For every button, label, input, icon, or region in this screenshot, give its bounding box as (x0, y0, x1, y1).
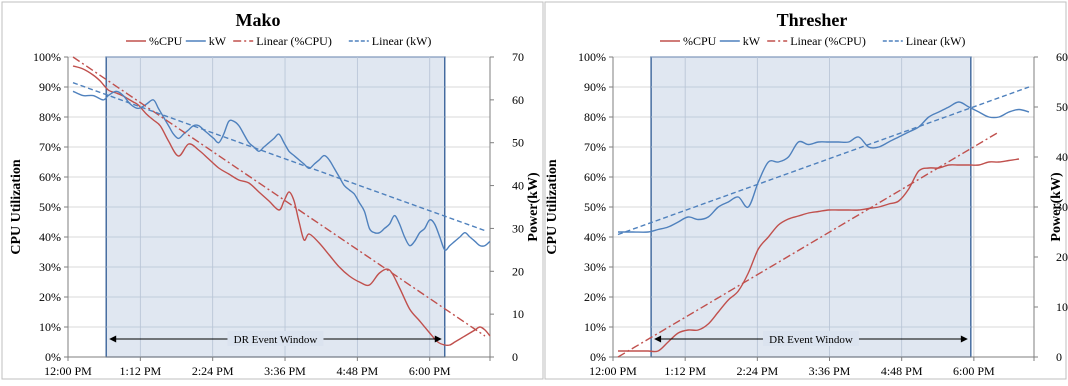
series-line-kw (617, 101, 1030, 233)
y-tick-label: 60% (584, 170, 606, 184)
chart-panel-1: 0% 10% 20% 30% 40% 50% 60% 70% 80% 90% 100% 0 10 20 30… (1, 1, 544, 380)
y2-axis-title: Power(kW) (1049, 172, 1064, 242)
y-axis-title: CPU Utilization (545, 159, 560, 254)
y-tick-label: 10% (584, 320, 606, 334)
event-window-arrowhead-right (960, 335, 968, 343)
chart-panel-2: 0% 10% 20% 30% 40% 50% 60% 70% 80% 90% 100% 0 10 20 30… (544, 1, 1068, 380)
event-window-label: DR Event Window (234, 334, 318, 346)
y-tick-label: 100% (578, 50, 606, 64)
y-tick-label: 80% (584, 110, 606, 124)
y-tick-label: 50% (584, 200, 606, 214)
series-line-linear-kw- (72, 82, 486, 232)
series-line--cpu (72, 65, 491, 347)
y2-tick-label: 0 (1056, 350, 1062, 364)
y2-tick-label: 40 (512, 179, 524, 193)
x-tick-label: 2:24 PM (192, 364, 234, 378)
y2-tick-label: 0 (512, 350, 518, 364)
legend-label: %CPU (683, 34, 717, 48)
y2-tick-label: 10 (1056, 300, 1068, 314)
y2-tick-label: 20 (1056, 250, 1068, 264)
y-tick-label: 10% (39, 320, 61, 334)
x-tick-label: 1:12 PM (664, 364, 706, 378)
chart-frame (1, 1, 544, 380)
chart-frame (544, 1, 1067, 380)
y-tick-label: 100% (33, 50, 61, 64)
x-tick-label: 3:36 PM (809, 364, 851, 378)
legend-label: Linear (kW) (906, 34, 966, 48)
event-window-label-bg (227, 331, 324, 346)
event-window-arrowhead-left (654, 335, 662, 343)
legend-label: kW (743, 34, 761, 48)
x-tick-label: 12:00 PM (44, 364, 92, 378)
y-tick-label: 40% (584, 230, 606, 244)
y-tick-label: 20% (584, 290, 606, 304)
series-line-kw (72, 90, 491, 251)
x-tick-label: 2:24 PM (736, 364, 778, 378)
y-tick-label: 50% (39, 200, 61, 214)
y-axis-title: CPU Utilization (9, 159, 24, 254)
series-line-linear-kw- (617, 86, 1030, 236)
y2-axis-title: Power(kW) (526, 172, 541, 242)
y2-tick-label: 60 (1056, 50, 1068, 64)
y-tick-label: 70% (584, 140, 606, 154)
y-tick-label: 20% (39, 290, 61, 304)
event-window-arrowhead-left (109, 335, 117, 343)
y2-tick-label: 50 (1056, 100, 1068, 114)
x-tick-label: 1:12 PM (119, 364, 161, 378)
legend-label: Linear (kW) (372, 34, 432, 48)
y-tick-label: 40% (39, 230, 61, 244)
y-tick-label: 90% (584, 80, 606, 94)
y2-tick-label: 50 (512, 136, 524, 150)
legend-label: Linear (%CPU) (256, 34, 332, 48)
series-line--cpu (617, 158, 1020, 353)
y2-tick-label: 70 (512, 50, 524, 64)
series-line-linear-cpu- (617, 131, 1000, 358)
event-window-label: DR Event Window (769, 334, 853, 346)
x-tick-label: 12:00 PM (589, 364, 637, 378)
y-tick-label: 70% (39, 140, 61, 154)
chart-title: Thresher (777, 10, 848, 30)
y2-tick-label: 60 (512, 93, 524, 107)
y-tick-label: 60% (39, 170, 61, 184)
x-tick-label: 6:00 PM (953, 364, 995, 378)
y2-tick-label: 30 (1056, 200, 1068, 214)
y-tick-label: 90% (39, 80, 61, 94)
series-line-linear-cpu- (72, 56, 486, 337)
legend-label: Linear (%CPU) (790, 34, 866, 48)
x-tick-label: 4:48 PM (337, 364, 379, 378)
y-tick-label: 30% (39, 260, 61, 274)
event-window-label-bg (762, 331, 859, 346)
y-tick-label: 30% (584, 260, 606, 274)
y-tick-label: 80% (39, 110, 61, 124)
legend-label: %CPU (149, 34, 183, 48)
y-tick-label: 0% (45, 350, 61, 364)
x-tick-label: 3:36 PM (264, 364, 306, 378)
chart-title: Mako (236, 10, 281, 30)
y2-tick-label: 40 (1056, 150, 1068, 164)
x-tick-label: 4:48 PM (881, 364, 923, 378)
event-window-arrowhead-right (434, 335, 442, 343)
legend-label: kW (209, 34, 227, 48)
y-tick-label: 0% (590, 350, 606, 364)
x-tick-label: 6:00 PM (409, 364, 451, 378)
y2-tick-label: 20 (512, 264, 524, 278)
y2-tick-label: 30 (512, 221, 524, 235)
y2-tick-label: 10 (512, 307, 524, 321)
